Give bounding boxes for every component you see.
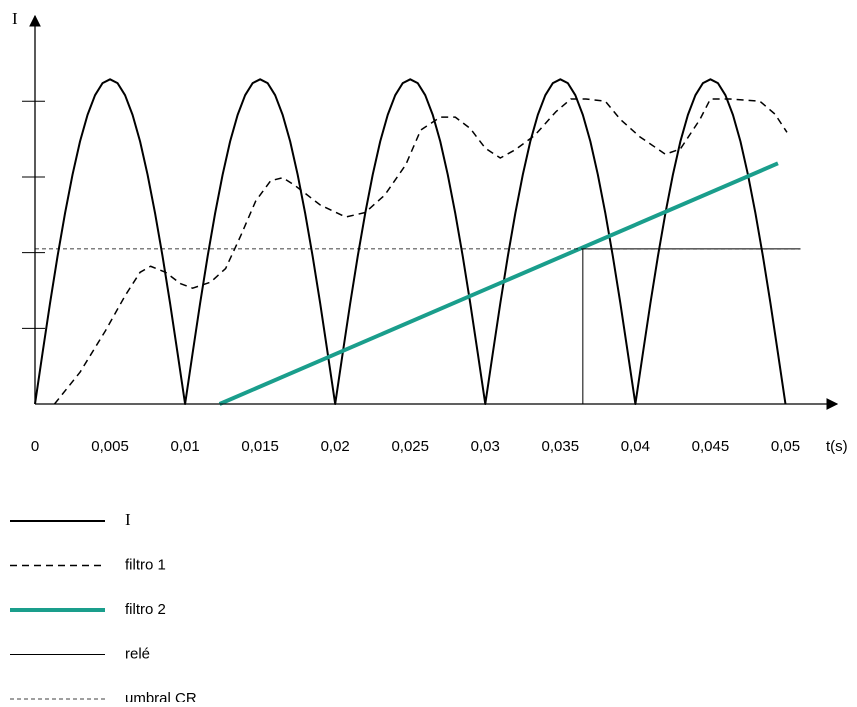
x-tick-label: 0,04 <box>621 438 650 455</box>
x-tick-label: 0,025 <box>391 438 429 455</box>
legend-label: filtro 2 <box>125 601 166 618</box>
legend-label: relé <box>125 645 150 662</box>
x-tick-label: 0 <box>31 438 39 455</box>
legend-label: umbral CR <box>125 690 197 702</box>
legend-label: I <box>125 510 131 529</box>
y-axis-label: I <box>12 9 18 28</box>
series-line <box>34 78 787 405</box>
x-tick-label: 0,03 <box>471 438 500 455</box>
x-tick-label: 0,005 <box>91 438 129 455</box>
series-line <box>35 248 801 405</box>
x-tick-label: 0,01 <box>170 438 199 455</box>
series-line <box>53 98 788 405</box>
x-tick-label: 0,015 <box>241 438 279 455</box>
x-tick-label: 0,02 <box>321 438 350 455</box>
legend-label: filtro 1 <box>125 556 166 573</box>
x-tick-label: 0,045 <box>692 438 730 455</box>
x-axis-label: t(s) <box>826 438 848 455</box>
series-line <box>218 161 779 406</box>
x-tick-label: 0,035 <box>542 438 580 455</box>
x-tick-label: 0,05 <box>771 438 800 455</box>
